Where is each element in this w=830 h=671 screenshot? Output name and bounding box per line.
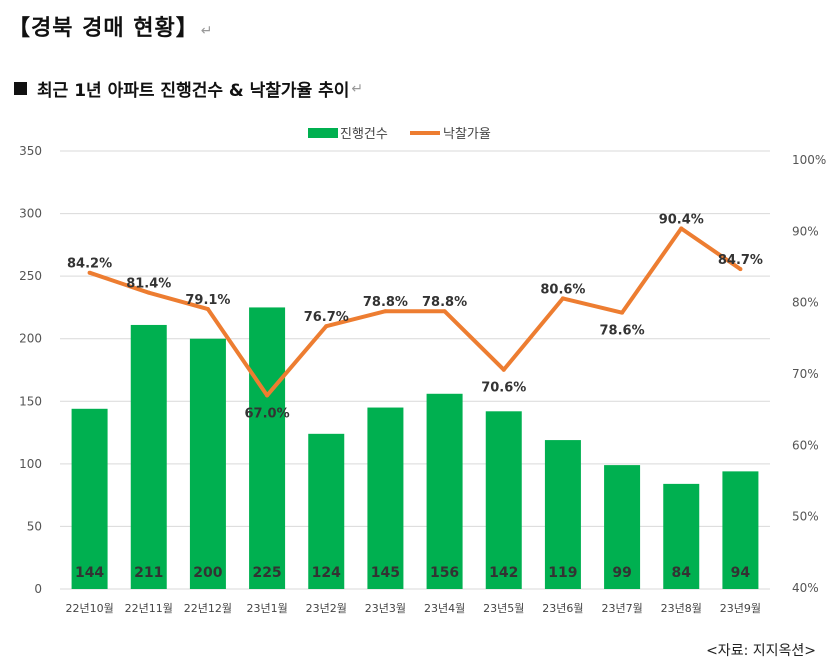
bar-value-label: 84 (672, 565, 692, 581)
x-axis: 22년10월 22년11월 22년12월 23년1월 23년2월 23년3월 23년4월 23… (65, 602, 761, 615)
bar (604, 465, 641, 589)
bar (426, 393, 463, 589)
line-labels: 84.2% 81.4% 79.1% 67.0% 76.7% 78.8% 78.8% 70.6%… (67, 212, 763, 421)
line-point (205, 307, 210, 312)
bar-value-label: 119 (548, 565, 577, 581)
line-point (501, 367, 506, 372)
bar-value-label: 99 (612, 565, 631, 581)
y-left-tick-label: 300 (19, 207, 42, 221)
x-tick-label: 22년10월 (65, 602, 113, 615)
gridlines (60, 150, 770, 590)
bar-series (71, 307, 759, 589)
line-value-label: 84.2% (67, 257, 112, 272)
bar-value-label: 211 (134, 565, 163, 581)
line-value-label: 81.4% (126, 277, 171, 292)
legend-line-label: 낙찰가율 (443, 127, 491, 142)
bar (367, 407, 404, 589)
bar (189, 338, 226, 589)
line-value-label: 79.1% (185, 293, 230, 308)
bar-value-label: 94 (731, 565, 751, 581)
y-right-tick-label: 80% (792, 296, 819, 310)
x-tick-label: 22년12월 (184, 602, 232, 615)
line-value-label: 78.8% (422, 295, 467, 310)
line-point (146, 290, 151, 295)
line-point (679, 226, 684, 231)
square-bullet-icon (14, 82, 27, 95)
line-value-label: 76.7% (304, 310, 349, 325)
x-tick-label: 23년4월 (424, 602, 465, 615)
x-tick-label: 23년2월 (306, 602, 347, 615)
x-tick-label: 22년11월 (125, 602, 173, 615)
x-tick-label: 23년3월 (365, 602, 406, 615)
bar-value-label: 145 (371, 565, 400, 581)
line-point (560, 296, 565, 301)
y-left-tick-label: 0 (34, 582, 42, 596)
return-mark-icon: ↵ (200, 23, 214, 39)
bar (722, 471, 759, 589)
line-value-label: 78.8% (363, 295, 408, 310)
chart-heading-text: 최근 1년 아파트 진행건수 & 낙찰가율 추이 (37, 81, 350, 101)
bar-value-label: 200 (193, 565, 222, 581)
line-value-label: 67.0% (245, 406, 290, 421)
line-point (265, 393, 270, 398)
line-point (87, 270, 92, 275)
bar (249, 307, 286, 589)
y-right-tick-label: 40% (792, 581, 819, 595)
x-tick-label: 23년5월 (483, 602, 524, 615)
legend-bar-swatch (308, 128, 338, 138)
y-right-tick-label: 60% (792, 438, 819, 452)
y-left-tick-label: 50 (27, 519, 42, 533)
legend-bar-label: 진행건수 (340, 126, 388, 142)
y-right-tick-label: 70% (792, 367, 819, 381)
line-value-label: 80.6% (540, 282, 585, 297)
y-axis-right: 40% 50% 60% 70% 80% 90% 100% (792, 153, 826, 595)
bar-value-label: 124 (312, 565, 341, 581)
source-note: <자료: 지지옥션> (706, 643, 816, 659)
line-point (442, 309, 447, 314)
y-left-tick-label: 250 (19, 269, 42, 283)
line-point (620, 310, 625, 315)
line-point (324, 324, 329, 329)
legend: 진행건수 낙찰가율 (308, 126, 491, 142)
bar-value-label: 144 (75, 565, 104, 581)
y-left-tick-label: 100 (19, 457, 42, 471)
line-point (383, 309, 388, 314)
y-axis-left: 0 50 100 150 200 250 300 350 (19, 144, 42, 596)
bar-value-label: 225 (252, 565, 281, 581)
y-left-tick-label: 200 (19, 332, 42, 346)
y-right-tick-label: 90% (792, 224, 819, 238)
page-title: 【경북 경매 현황】 ↵ (8, 10, 214, 42)
bar (663, 483, 700, 589)
x-tick-label: 23년8월 (661, 602, 702, 615)
line-value-label: 84.7% (718, 253, 763, 268)
line-value-label: 70.6% (481, 381, 526, 396)
bar (71, 408, 108, 589)
bar-labels: 144 211 200 225 124 145 156 142 119 99 84 94 (75, 565, 750, 581)
line-series (87, 226, 743, 398)
line-path (88, 226, 742, 398)
bar (485, 411, 522, 589)
y-right-tick-label: 50% (792, 510, 819, 524)
x-tick-label: 23년1월 (246, 602, 287, 615)
bar-value-label: 142 (489, 565, 518, 581)
bar (308, 433, 345, 589)
y-left-tick-label: 350 (19, 144, 42, 158)
page-title-text: 【경북 경매 현황】 (8, 16, 199, 41)
bar-value-label: 156 (430, 565, 459, 581)
x-tick-label: 23년7월 (601, 602, 642, 615)
x-tick-label: 23년9월 (720, 602, 761, 615)
y-left-tick-label: 150 (19, 394, 42, 408)
line-value-label: 90.4% (659, 212, 704, 227)
chart-heading: 최근 1년 아파트 진행건수 & 낙찰가율 추이 ↵ (14, 76, 363, 101)
y-right-tick-label: 100% (792, 153, 826, 167)
bar (130, 324, 167, 589)
bar (544, 440, 581, 589)
line-value-label: 78.6% (600, 324, 645, 339)
x-tick-label: 23년6월 (542, 602, 583, 615)
return-mark-icon: ↵ (351, 80, 364, 97)
line-point (738, 267, 743, 272)
